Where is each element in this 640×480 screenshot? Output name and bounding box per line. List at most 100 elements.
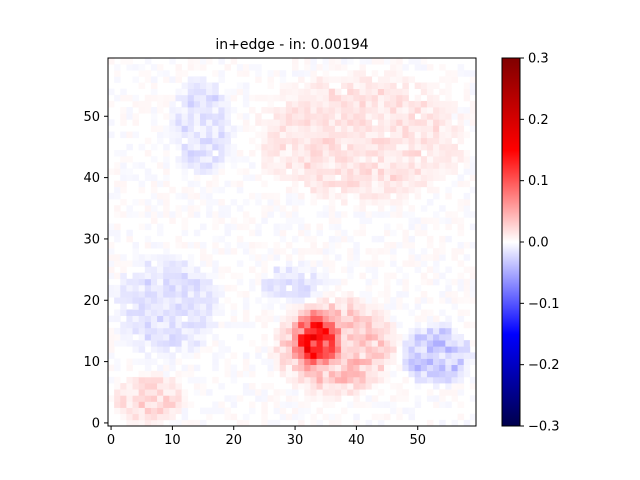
heatmap-cell (298, 358, 305, 366)
heatmap-cell (163, 352, 170, 359)
heatmap-cell (114, 162, 121, 169)
heatmap-cell (163, 76, 170, 83)
heatmap-cell (353, 162, 360, 169)
heatmap-cell (341, 143, 348, 151)
heatmap-cell (157, 346, 164, 353)
heatmap-cell (108, 376, 115, 384)
heatmap-cell (273, 143, 281, 151)
heatmap-cell (126, 364, 133, 372)
heatmap-cell (469, 156, 477, 163)
heatmap-cell (157, 125, 164, 132)
heatmap-cell (328, 413, 336, 421)
heatmap-cell (439, 205, 446, 212)
heatmap-cell (279, 162, 287, 169)
heatmap-cell (261, 260, 268, 267)
heatmap-cell (304, 407, 311, 415)
heatmap-cell (292, 272, 299, 280)
heatmap-cell (261, 217, 268, 224)
heatmap-cell (359, 162, 366, 169)
heatmap-cell (445, 346, 452, 353)
x-tick-label: 30 (287, 433, 304, 448)
heatmap-cell (267, 291, 274, 298)
heatmap-cell (120, 180, 127, 188)
heatmap-cell (396, 242, 403, 249)
heatmap-cell (285, 150, 293, 157)
heatmap-cell (402, 199, 409, 206)
heatmap-cell (365, 192, 373, 200)
heatmap-cell (206, 162, 213, 169)
heatmap-cell (273, 389, 281, 396)
heatmap-cell (304, 100, 311, 108)
heatmap-cell (426, 315, 434, 323)
heatmap-cell (218, 235, 225, 243)
heatmap-cell (316, 229, 324, 237)
heatmap-cell (322, 303, 330, 310)
heatmap-cell (285, 199, 293, 206)
heatmap-cell (175, 64, 182, 71)
heatmap-cell (249, 94, 256, 102)
heatmap-cell (212, 113, 219, 120)
heatmap-cell (236, 272, 244, 280)
heatmap-cell (126, 278, 133, 286)
heatmap-cell (328, 278, 336, 286)
heatmap-cell (365, 113, 373, 120)
heatmap-cell (273, 266, 281, 274)
heatmap-cell (377, 389, 385, 396)
heatmap-cell (334, 413, 342, 421)
heatmap-cell (163, 284, 170, 292)
heatmap-cell (175, 125, 182, 132)
heatmap-cell (242, 370, 250, 378)
heatmap-cell (144, 419, 152, 427)
heatmap-cell (316, 395, 324, 402)
heatmap-cell (206, 389, 213, 396)
heatmap-cell (242, 156, 250, 163)
heatmap-cell (365, 383, 373, 390)
heatmap-cell (469, 383, 477, 390)
heatmap-cell (463, 82, 471, 90)
heatmap-cell (377, 168, 385, 175)
heatmap-cell (138, 297, 146, 304)
heatmap-cell (279, 334, 287, 341)
heatmap-cell (144, 370, 152, 378)
heatmap-cell (353, 125, 360, 132)
heatmap-cell (175, 94, 182, 102)
heatmap-cell (150, 113, 158, 120)
heatmap-cell (187, 291, 195, 298)
heatmap-cell (212, 143, 219, 151)
heatmap-cell (396, 162, 403, 169)
heatmap-cell (402, 272, 409, 280)
heatmap-cell (261, 168, 268, 175)
heatmap-cell (279, 131, 287, 139)
heatmap-cell (200, 315, 207, 323)
heatmap-cell (193, 284, 201, 292)
heatmap-cell (150, 107, 158, 114)
heatmap-cell (138, 254, 146, 261)
heatmap-cell (169, 125, 176, 132)
heatmap-cell (353, 376, 360, 384)
heatmap-cell (439, 156, 446, 163)
heatmap-cell (279, 235, 287, 243)
heatmap-cell (163, 205, 170, 212)
heatmap-cell (384, 291, 391, 298)
heatmap-cell (463, 199, 471, 206)
heatmap-cell (445, 278, 452, 286)
heatmap-cell (108, 88, 115, 96)
heatmap-cell (261, 272, 268, 280)
heatmap-cell (120, 211, 127, 218)
heatmap-cell (138, 401, 146, 408)
heatmap-cell (187, 254, 195, 261)
heatmap-cell (371, 297, 379, 304)
heatmap-cell (175, 119, 182, 126)
heatmap-cell (353, 70, 360, 77)
heatmap-cell (322, 76, 330, 83)
heatmap-cell (414, 383, 422, 390)
heatmap-cell (120, 119, 127, 126)
heatmap-cell (426, 346, 434, 353)
heatmap-cell (371, 278, 379, 286)
heatmap-cell (193, 291, 201, 298)
heatmap-cell (439, 143, 446, 151)
heatmap-cell (439, 217, 446, 224)
heatmap-cell (402, 364, 409, 372)
heatmap-cell (144, 327, 152, 335)
heatmap-cell (451, 327, 458, 335)
